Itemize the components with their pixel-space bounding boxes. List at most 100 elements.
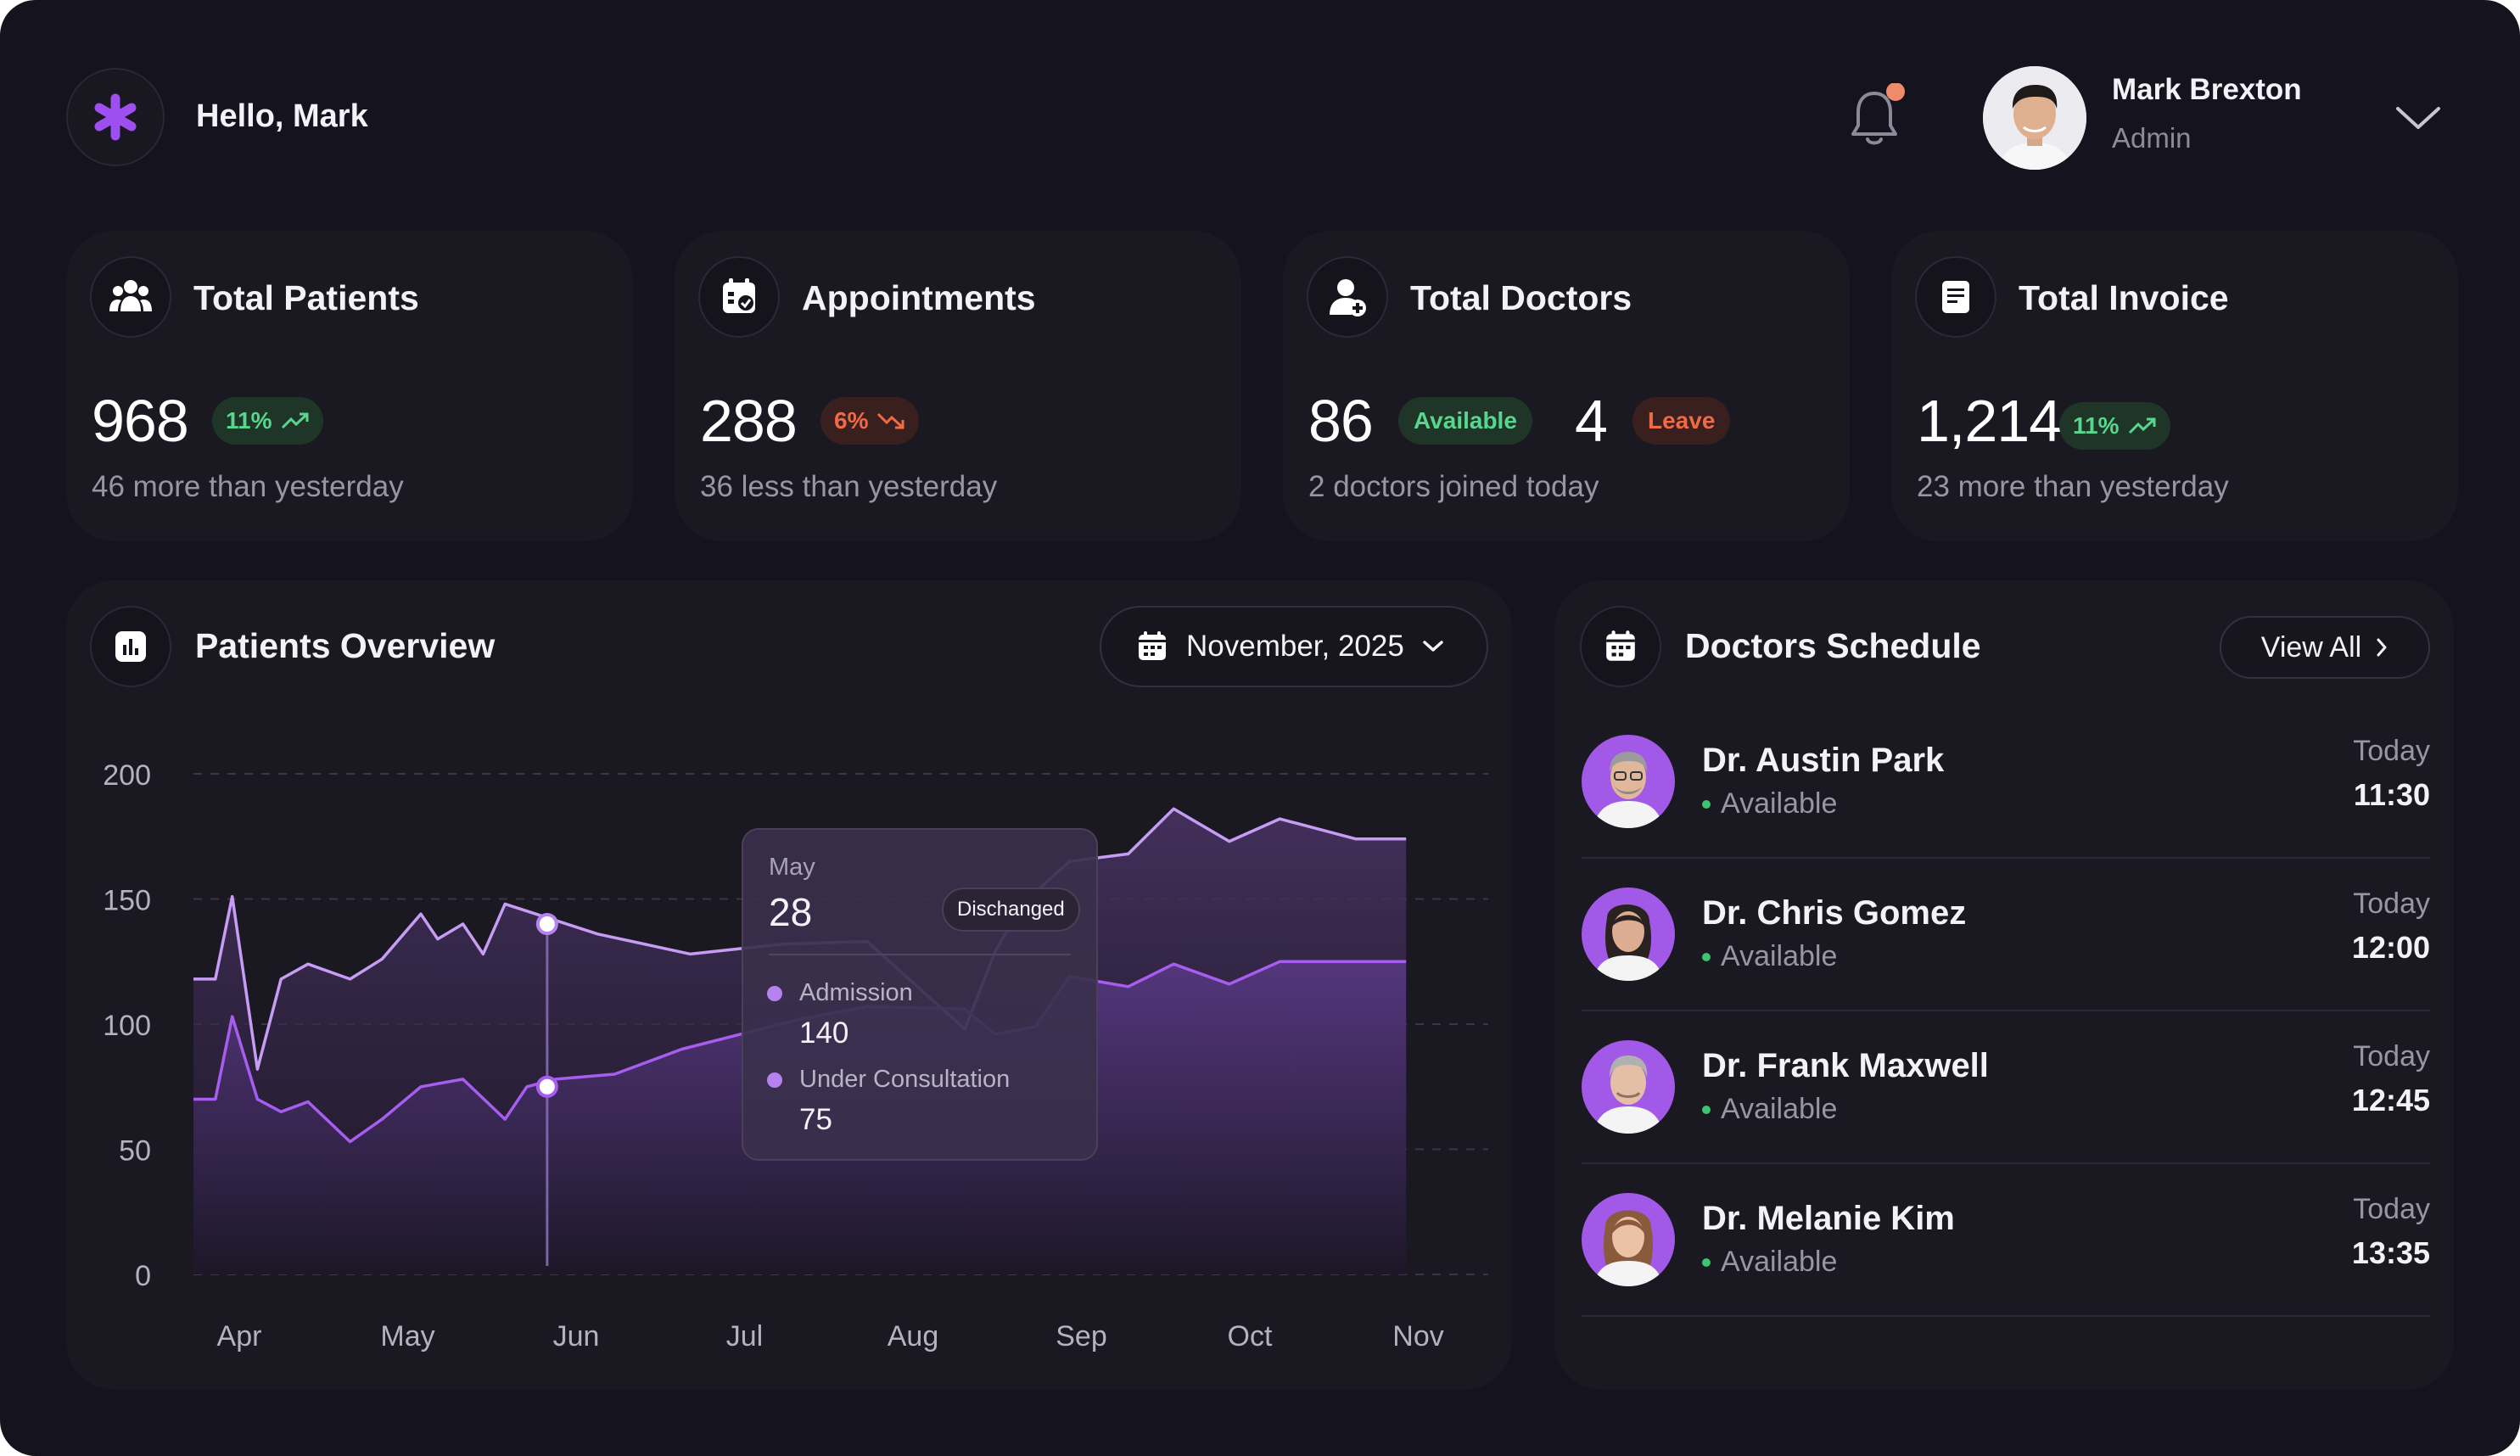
status-dot bbox=[1702, 1257, 1711, 1267]
tooltip-month: May bbox=[769, 854, 815, 881]
stat-value: 86 bbox=[1308, 388, 1374, 454]
stat-subtitle: 36 less than yesterday bbox=[700, 470, 998, 503]
view-all-label: View All bbox=[2260, 630, 2362, 664]
notification-button[interactable] bbox=[1846, 82, 1907, 151]
trend-down-icon bbox=[877, 412, 904, 429]
x-tick-label: Nov bbox=[1392, 1320, 1443, 1352]
stat-subtitle: 46 more than yesterday bbox=[92, 470, 404, 503]
x-tick-label: Aug bbox=[888, 1320, 939, 1352]
stat-value-leave: 4 bbox=[1575, 388, 1608, 454]
doctor-status: Available bbox=[1702, 787, 1837, 820]
user-avatar[interactable] bbox=[1983, 66, 2086, 170]
doctor-name: Dr. Frank Maxwell bbox=[1702, 1047, 1989, 1084]
greeting-text: Hello, Mark bbox=[196, 98, 368, 134]
hover-point-admission bbox=[535, 913, 558, 935]
invoice-icon bbox=[1915, 256, 1996, 338]
stat-card-total-invoice[interactable]: Total Invoice 1,214 11% 23 more than yes… bbox=[1891, 231, 2458, 541]
status-dot bbox=[1702, 1105, 1711, 1114]
tooltip-label: Admission bbox=[799, 979, 913, 1006]
stat-value: 1,214 bbox=[1917, 388, 2062, 454]
hover-point-consultation bbox=[535, 1075, 558, 1098]
user-name: Mark Brexton bbox=[2112, 73, 2302, 106]
stat-card-total-doctors[interactable]: Total Doctors 86 Available 4 Leave 2 doc… bbox=[1283, 231, 1850, 541]
x-tick-label: Sep bbox=[1056, 1320, 1107, 1352]
doctor-avatar bbox=[1582, 888, 1675, 981]
user-role: Admin bbox=[2112, 122, 2192, 154]
doctor-name: Dr. Melanie Kim bbox=[1702, 1200, 1955, 1237]
y-tick-label: 100 bbox=[103, 1010, 151, 1042]
doctor-name: Dr. Chris Gomez bbox=[1702, 894, 1967, 932]
schedule-time: 12:00 bbox=[2351, 930, 2430, 965]
schedule-title: Doctors Schedule bbox=[1685, 626, 1981, 665]
doctor-row[interactable]: Dr. Melanie Kim Available Today 13:35 bbox=[1582, 1164, 2430, 1317]
doctor-status-label: Available bbox=[1721, 1093, 1838, 1125]
calendar-icon bbox=[1139, 631, 1166, 660]
doctor-avatar bbox=[1582, 1040, 1675, 1134]
x-tick-label: Apr bbox=[217, 1320, 262, 1352]
trend-percent: 6% bbox=[834, 407, 869, 434]
doctor-row[interactable]: Dr. Chris Gomez Available Today 12:00 bbox=[1582, 859, 2430, 1011]
doctor-status: Available bbox=[1702, 940, 1837, 973]
status-dot bbox=[1702, 799, 1711, 809]
doctor-status-label: Available bbox=[1721, 1246, 1838, 1278]
y-tick-label: 0 bbox=[135, 1260, 151, 1292]
view-all-button[interactable]: View All bbox=[2220, 616, 2430, 679]
schedule-time: 11:30 bbox=[2353, 777, 2430, 812]
bell-icon bbox=[1851, 82, 1905, 145]
calendar-check-icon bbox=[698, 256, 780, 338]
doctor-status-label: Available bbox=[1721, 787, 1838, 820]
schedule-day: Today bbox=[2353, 888, 2430, 920]
schedule-day: Today bbox=[2353, 735, 2430, 767]
tooltip-label: Under Consultation bbox=[799, 1066, 1011, 1093]
x-tick-label: Oct bbox=[1228, 1320, 1273, 1352]
patients-overview-panel: Patients Overview November, 2025 bbox=[66, 580, 1512, 1390]
bar-chart-icon bbox=[90, 606, 171, 687]
schedule-day: Today bbox=[2353, 1193, 2430, 1225]
series-line bbox=[193, 807, 1407, 1071]
stat-subtitle: 23 more than yesterday bbox=[1917, 470, 2229, 503]
stat-value: 968 bbox=[92, 388, 189, 454]
y-tick-label: 150 bbox=[103, 885, 151, 917]
tooltip-divider bbox=[769, 954, 1071, 955]
doctor-row[interactable]: Dr. Austin Park Available Today 11:30 bbox=[1582, 706, 2430, 859]
trend-percent: 11% bbox=[226, 407, 272, 434]
tooltip-value: 75 bbox=[799, 1103, 832, 1136]
trend-percent: 11% bbox=[2073, 412, 2120, 439]
trend-badge-up: 11% bbox=[2059, 402, 2170, 450]
leave-badge: Leave bbox=[1632, 397, 1731, 445]
legend-dot-admission bbox=[767, 986, 782, 1001]
y-tick-label: 200 bbox=[103, 759, 151, 792]
doctor-avatar bbox=[1582, 1193, 1675, 1286]
x-tick-label: Jul bbox=[726, 1320, 763, 1352]
trend-up-icon bbox=[2128, 417, 2155, 434]
stat-card-total-patients[interactable]: Total Patients 968 11% 46 more than yest… bbox=[66, 231, 633, 541]
doctors-schedule-panel: Doctors Schedule View All Dr. Austin Par… bbox=[1554, 580, 2454, 1390]
tooltip-status-badge: Dischanged bbox=[942, 888, 1080, 932]
tooltip-day: 28 bbox=[769, 890, 813, 934]
users-icon bbox=[90, 256, 171, 338]
doctor-name: Dr. Austin Park bbox=[1702, 742, 1945, 779]
doctor-status: Available bbox=[1702, 1093, 1837, 1126]
stat-title: Total Patients bbox=[193, 278, 419, 317]
x-tick-label: Jun bbox=[553, 1320, 600, 1352]
y-tick-label: 50 bbox=[119, 1135, 151, 1168]
status-dot bbox=[1702, 952, 1711, 961]
stat-title: Appointments bbox=[802, 278, 1036, 317]
series-line bbox=[193, 960, 1407, 1144]
calendar-icon bbox=[1580, 606, 1661, 687]
overview-title: Patients Overview bbox=[195, 626, 496, 665]
logo[interactable] bbox=[66, 68, 165, 166]
user-menu-toggle[interactable] bbox=[2393, 100, 2444, 134]
doctor-row[interactable]: Dr. Frank Maxwell Available Today 12:45 bbox=[1582, 1011, 2430, 1164]
tooltip-value: 140 bbox=[799, 1016, 849, 1050]
schedule-time: 13:35 bbox=[2351, 1235, 2430, 1270]
month-select[interactable]: November, 2025 bbox=[1100, 606, 1488, 687]
stat-title: Total Doctors bbox=[1410, 278, 1632, 317]
doctor-icon bbox=[1307, 256, 1388, 338]
stat-card-appointments[interactable]: Appointments 288 6% 36 less than yesterd… bbox=[675, 231, 1241, 541]
doctor-status-label: Available bbox=[1721, 940, 1838, 972]
chevron-down-icon bbox=[1423, 641, 1443, 652]
month-select-value: November, 2025 bbox=[1186, 630, 1404, 663]
available-badge: Available bbox=[1398, 397, 1532, 445]
